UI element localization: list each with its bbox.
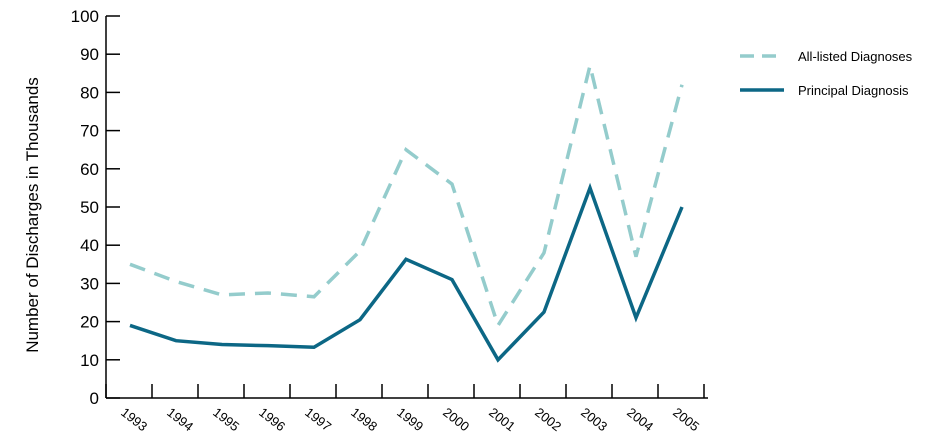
x-axis: 1993 1994 1995 1996 1997 1998 1999 2000 2001 2002… (105, 384, 708, 435)
x-tick-label: 1994 (164, 405, 196, 435)
y-tick-label: 40 (80, 236, 99, 255)
series-line-0 (129, 65, 684, 330)
x-tick-label: 2000 (440, 405, 472, 435)
y-tick-label: 10 (80, 351, 99, 370)
x-tick-label: 1995 (210, 405, 242, 435)
x-tick-label: 1993 (118, 405, 150, 435)
x-tick-label: 1998 (348, 405, 380, 435)
y-tick-label: 30 (80, 274, 99, 293)
x-tick-label: 2005 (670, 405, 702, 435)
y-tick-label: 60 (80, 160, 99, 179)
y-tick-label: 100 (71, 7, 99, 26)
x-tick-label: 1999 (394, 405, 426, 435)
series-line-1 (129, 182, 684, 363)
y-axis-title: Number of Discharges in Thousands (23, 77, 42, 353)
legend-label-1: Principal Diagnosis (798, 83, 909, 98)
y-tick-label: 50 (80, 198, 99, 217)
x-tick-label: 1997 (302, 405, 334, 435)
legend-label-0: All-listed Diagnoses (798, 49, 913, 64)
y-tick-label: 80 (80, 83, 99, 102)
x-tick-label: 1996 (256, 405, 288, 435)
y-tick-label: 90 (80, 45, 99, 64)
y-tick-label: 70 (80, 122, 99, 141)
x-tick-label: 2001 (486, 405, 518, 435)
x-tick-label: 2004 (624, 405, 656, 435)
legend: All-listed Diagnoses Principal Diagnosis (740, 49, 913, 98)
x-tick-label: 2003 (578, 405, 610, 435)
x-tick-label: 2002 (532, 405, 564, 435)
y-axis: 0 10 20 30 40 50 60 70 80 90 100 (71, 7, 120, 408)
y-tick-label: 0 (90, 389, 99, 408)
y-tick-label: 20 (80, 313, 99, 332)
series-group (129, 65, 684, 363)
